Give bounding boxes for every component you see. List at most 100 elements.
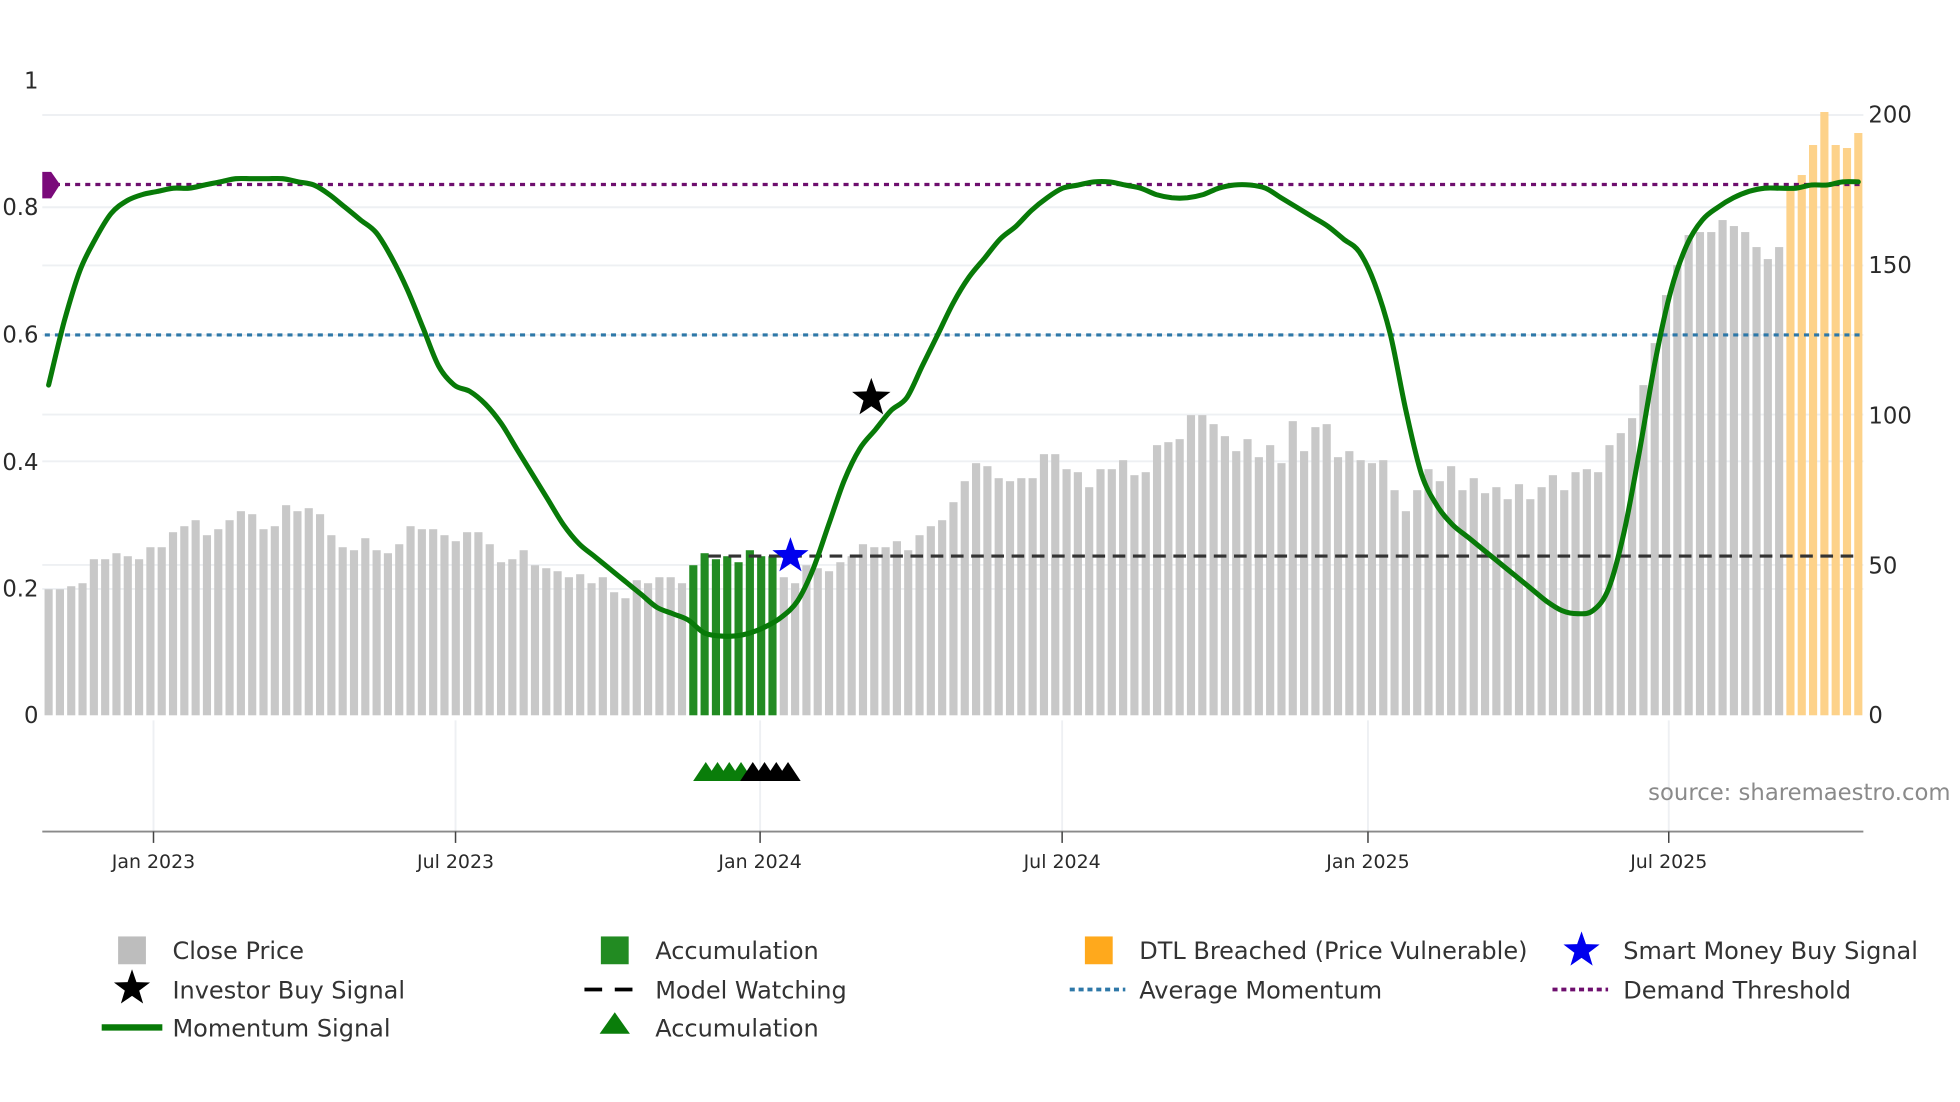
price-bar (1017, 478, 1026, 716)
price-bar (960, 481, 969, 716)
left-tick-label: 0.2 (2, 576, 38, 602)
price-bar (361, 538, 370, 716)
price-bar (677, 583, 687, 716)
price-bar (214, 529, 223, 716)
price-bar (440, 535, 449, 716)
price-bar (1220, 436, 1229, 716)
price-bar (1503, 499, 1512, 716)
price-bar (168, 532, 178, 716)
price-bar (282, 505, 291, 716)
price-bar (474, 532, 483, 716)
price-bar (802, 565, 811, 716)
price-bar (1854, 133, 1863, 716)
legend-item-momentum[interactable]: Momentum Signal (101, 1014, 391, 1042)
investor-buy-star-icon (113, 969, 151, 1004)
price-bar (1537, 487, 1546, 716)
legend-item-accumulation-bar[interactable]: Accumulation (600, 936, 819, 965)
price-bar (1333, 457, 1343, 716)
price-bar (451, 541, 460, 716)
price-bar (1480, 493, 1490, 716)
price-bar (1571, 472, 1580, 716)
price-bar (417, 529, 426, 716)
price-bar (1039, 454, 1049, 716)
legend-label: Momentum Signal (172, 1014, 390, 1042)
price-bar (768, 556, 777, 716)
price-bar (519, 550, 528, 716)
price-bar (1447, 466, 1456, 716)
price-bar (1729, 226, 1738, 716)
x-axis-ticks: Jan 2023 Jul 2023 Jan 2024 Jul 2024 Jan … (111, 831, 1707, 873)
price-bar (1797, 175, 1806, 716)
price-bar (1356, 460, 1365, 716)
legend-item-smart-money[interactable]: Smart Money Buy Signal (1563, 931, 1918, 966)
legend-item-demand-threshold[interactable]: Demand Threshold (1552, 976, 1851, 1004)
accumulation-triangle-icon (599, 1012, 630, 1034)
legend-item-model-watching[interactable]: Model Watching (584, 976, 847, 1004)
price-bar (1005, 481, 1015, 716)
price-bar (67, 586, 76, 716)
price-bar (1763, 259, 1772, 716)
price-bar (236, 511, 245, 716)
price-bar (1367, 463, 1377, 716)
price-bar (112, 553, 121, 716)
legend-label: DTL Breached (Price Vulnerable) (1139, 937, 1527, 965)
price-bar (1673, 265, 1682, 716)
price-bar (1028, 478, 1037, 716)
smart-money-buy-star-icon[interactable] (772, 537, 809, 572)
price-bar (1401, 511, 1410, 716)
price-bar (858, 544, 868, 716)
legend-item-accumulation-marker[interactable]: Accumulation (599, 1012, 819, 1042)
price-bar (315, 514, 325, 716)
price-bar (1130, 475, 1139, 716)
legend-item-close-price[interactable]: Close Price (118, 936, 304, 965)
price-bar (1684, 235, 1693, 716)
price-bar (1707, 232, 1716, 716)
investor-buy-star-icon[interactable] (852, 377, 891, 415)
price-bar (1062, 469, 1071, 716)
legend-item-dtl-breached[interactable]: DTL Breached (Price Vulnerable) (1084, 936, 1528, 965)
price-bar (553, 571, 562, 716)
price-bar (44, 589, 53, 716)
price-bar (1345, 451, 1354, 716)
price-bar (1639, 385, 1648, 716)
price-bar (564, 577, 573, 716)
price-bar (949, 502, 958, 716)
price-bar (983, 466, 992, 716)
demand-threshold-marker-icon (42, 171, 60, 199)
price-bar (655, 577, 664, 716)
price-bar (1096, 469, 1105, 716)
price-bar (1560, 490, 1569, 716)
price-bar (1582, 469, 1591, 716)
price-bar (1695, 232, 1705, 716)
close-price-swatch-icon (118, 936, 146, 965)
dtl-breached-swatch-icon (1084, 936, 1113, 965)
right-tick-label: 200 (1868, 103, 1911, 129)
price-bar (293, 511, 302, 716)
price-bar (1311, 427, 1320, 716)
accumulation-triangle-black-icon (775, 762, 801, 782)
price-bar (101, 559, 110, 716)
accumulation-markers (693, 762, 801, 782)
price-bar (836, 562, 845, 716)
price-bar (689, 565, 698, 716)
price-bar (1390, 490, 1399, 716)
legend-label: Smart Money Buy Signal (1623, 937, 1918, 965)
legend-item-investor-buy[interactable]: Investor Buy Signal (113, 969, 405, 1004)
price-bar (881, 547, 890, 716)
price-bar (55, 589, 64, 716)
price-bar (1209, 424, 1218, 716)
price-bar (1266, 445, 1275, 716)
price-bar (757, 556, 766, 716)
legend-label: Close Price (172, 937, 304, 965)
price-bar (1458, 490, 1467, 716)
price-bar (259, 529, 268, 716)
price-bar (1820, 112, 1829, 716)
x-tick-label: Jul 2023 (416, 851, 494, 873)
price-bar (406, 526, 415, 716)
legend-item-average-momentum[interactable]: Average Momentum (1069, 976, 1382, 1004)
price-bar (994, 478, 1003, 716)
price-bar (598, 577, 607, 716)
price-bar (496, 562, 506, 716)
left-tick-label: 0.4 (2, 450, 38, 476)
price-bar (915, 535, 924, 716)
